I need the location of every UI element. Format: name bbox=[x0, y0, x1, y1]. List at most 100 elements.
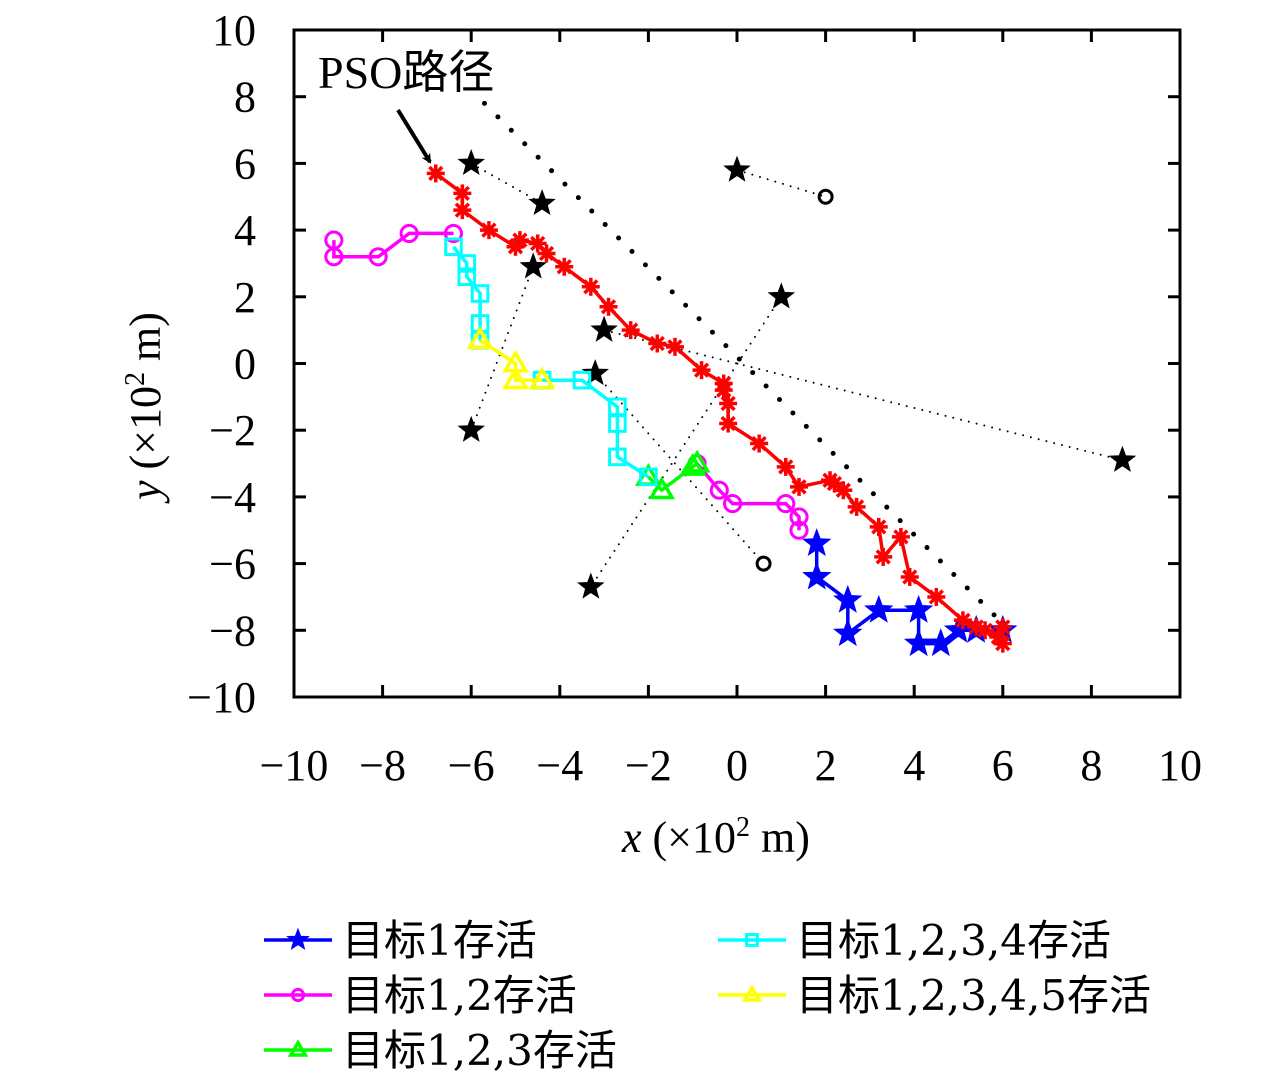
y-tick-label: −8 bbox=[209, 606, 256, 655]
asterisk-stroke bbox=[720, 395, 736, 412]
asterisk-stroke bbox=[454, 185, 470, 202]
y-tick-label: −2 bbox=[209, 406, 256, 455]
asterisk-stroke bbox=[871, 519, 887, 535]
series-point bbox=[608, 414, 627, 433]
series-point bbox=[833, 584, 863, 613]
series-point bbox=[466, 326, 494, 350]
legend-item: 目标1存活 bbox=[264, 916, 537, 965]
x-tick-label: −6 bbox=[448, 741, 495, 790]
pso-path-point bbox=[510, 231, 529, 250]
legend-label: 目标1存活 bbox=[342, 916, 537, 965]
series-point bbox=[457, 254, 477, 273]
x-tick-label: 4 bbox=[903, 741, 925, 790]
pso-path-point bbox=[453, 201, 472, 220]
annotation-label: PSO路径 bbox=[318, 47, 494, 98]
series-point bbox=[789, 507, 809, 527]
series-point bbox=[903, 628, 934, 657]
asterisk-stroke bbox=[893, 529, 909, 545]
y-axis-unit: (×10 bbox=[121, 386, 170, 480]
target-star-marker bbox=[723, 155, 751, 182]
pso-path-point bbox=[993, 617, 1012, 636]
legend-marker bbox=[286, 927, 310, 951]
series-circle bbox=[687, 453, 809, 540]
target-circle-marker bbox=[755, 555, 772, 572]
y-tick-label: 2 bbox=[234, 273, 256, 322]
legend-label: 目标1,2,3,4,5存活 bbox=[796, 971, 1151, 1020]
target-trajectories bbox=[457, 148, 1137, 599]
pso-path-point bbox=[719, 394, 738, 413]
asterisk-stroke bbox=[693, 362, 710, 378]
pso-path-point bbox=[537, 244, 556, 263]
series-point bbox=[502, 366, 529, 390]
x-tick-label: −2 bbox=[625, 741, 672, 790]
asterisk-stroke bbox=[512, 232, 528, 248]
asterisk-stroke bbox=[928, 589, 944, 605]
x-axis-label: x (×102 m) bbox=[621, 812, 810, 862]
pso-path-point bbox=[869, 517, 888, 536]
series-point bbox=[833, 618, 863, 647]
legend-marker bbox=[287, 1039, 309, 1057]
reference-dotted-line bbox=[481, 100, 1006, 627]
asterisk-stroke bbox=[716, 382, 732, 398]
series-point bbox=[572, 370, 592, 390]
x-tick-label: 8 bbox=[1080, 741, 1102, 790]
series-point bbox=[608, 447, 627, 467]
series-point bbox=[776, 494, 796, 514]
legend-item: 目标1,2,3,4,5存活 bbox=[718, 971, 1151, 1020]
asterisk-stroke bbox=[849, 499, 865, 515]
legend-item: 目标1,2,3存活 bbox=[264, 1026, 617, 1075]
y-axis-var: y bbox=[121, 480, 170, 504]
asterisk-stroke bbox=[454, 202, 470, 218]
series-point bbox=[683, 449, 711, 473]
asterisk-stroke bbox=[667, 339, 683, 355]
series-point bbox=[457, 267, 477, 287]
asterisk-stroke bbox=[791, 479, 807, 495]
series-point bbox=[639, 467, 658, 487]
target-star-marker bbox=[577, 572, 605, 599]
asterisk-stroke bbox=[751, 435, 767, 452]
pso-path-point bbox=[776, 457, 795, 476]
asterisk-stroke bbox=[720, 415, 736, 432]
target-circle-marker bbox=[817, 188, 834, 205]
legend-item: 目标1,2,3,4存活 bbox=[718, 916, 1111, 965]
series-line bbox=[332, 231, 454, 259]
y-axis-sup: 2 bbox=[120, 372, 151, 386]
series-point bbox=[324, 247, 344, 267]
y-tick-label: −10 bbox=[187, 673, 256, 722]
pso-path-point bbox=[891, 527, 910, 546]
asterisk-stroke bbox=[875, 549, 891, 565]
y-tick-label: −4 bbox=[209, 473, 256, 522]
series-triangle bbox=[466, 326, 556, 390]
target-dotted-line bbox=[736, 169, 827, 198]
pso-path-point bbox=[555, 257, 574, 276]
target-star-marker bbox=[581, 359, 609, 386]
pso-path-point bbox=[692, 361, 711, 380]
target-star-marker bbox=[1108, 445, 1137, 472]
asterisk-stroke bbox=[977, 622, 993, 638]
pso-path-point bbox=[719, 414, 738, 433]
pso-path-point bbox=[599, 297, 618, 316]
pso-path-point bbox=[790, 477, 809, 496]
series-line bbox=[542, 378, 650, 479]
legend-marker bbox=[745, 933, 759, 947]
pso-path-point bbox=[993, 634, 1012, 653]
series-point bbox=[789, 520, 809, 540]
pso-path-point bbox=[750, 434, 769, 453]
y-tick-label: 4 bbox=[234, 206, 256, 255]
x-axis-unit: (×10 bbox=[642, 813, 736, 862]
series-point bbox=[399, 223, 419, 243]
asterisk-stroke bbox=[600, 299, 617, 315]
series-circle bbox=[324, 223, 464, 267]
target-dotted-line bbox=[470, 265, 535, 432]
target-dotted-line bbox=[470, 162, 544, 205]
x-tick-label: 10 bbox=[1158, 741, 1202, 790]
series-point bbox=[443, 223, 464, 243]
legend-label: 目标1,2存活 bbox=[342, 971, 577, 1020]
series-point bbox=[528, 366, 556, 390]
target-trajectory bbox=[723, 155, 834, 205]
y-tick-label: −6 bbox=[209, 540, 256, 589]
target-trajectory bbox=[581, 359, 772, 572]
asterisk-stroke bbox=[538, 245, 555, 262]
target-trajectory bbox=[457, 148, 556, 216]
series-point bbox=[679, 453, 707, 476]
